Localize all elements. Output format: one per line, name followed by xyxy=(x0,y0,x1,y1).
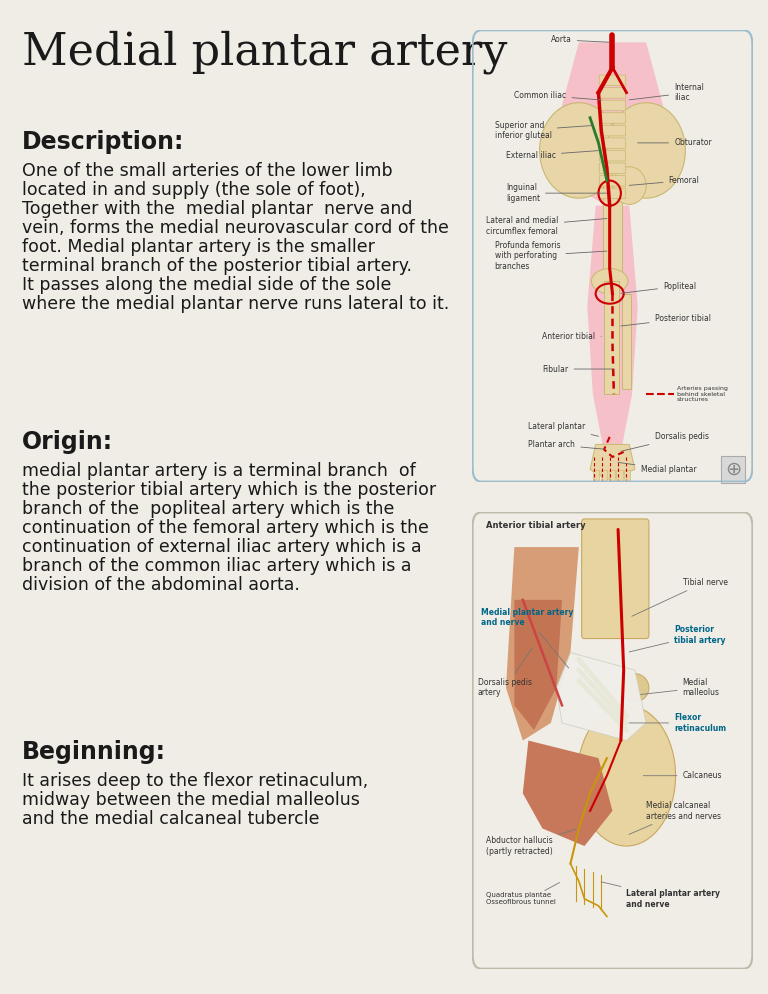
Polygon shape xyxy=(523,741,613,846)
Ellipse shape xyxy=(578,706,676,846)
Text: Superior and
inferior gluteal: Superior and inferior gluteal xyxy=(495,120,593,140)
Text: branch of the common iliac artery which is a: branch of the common iliac artery which … xyxy=(22,557,412,575)
Text: Flexor
retinaculum: Flexor retinaculum xyxy=(629,714,727,733)
Ellipse shape xyxy=(591,268,628,293)
Polygon shape xyxy=(506,547,579,741)
Ellipse shape xyxy=(540,102,618,198)
Text: Calcaneus: Calcaneus xyxy=(644,771,722,780)
Text: Medial plantar: Medial plantar xyxy=(618,462,696,474)
Text: Quadratus plantae
Osseofibrous tunnel: Quadratus plantae Osseofibrous tunnel xyxy=(486,893,556,906)
Text: External iliac: External iliac xyxy=(506,151,598,160)
Text: vein, forms the medial neurovascular cord of the: vein, forms the medial neurovascular cor… xyxy=(22,219,449,237)
Text: continuation of external iliac artery which is a: continuation of external iliac artery wh… xyxy=(22,538,422,556)
Text: located in and supply (the sole of foot),: located in and supply (the sole of foot)… xyxy=(22,181,366,199)
Text: Dorsalis pedis: Dorsalis pedis xyxy=(621,432,709,451)
Text: Arteries passing
behind skeletal
structures: Arteries passing behind skeletal structu… xyxy=(677,386,728,403)
Text: It passes along the medial side of the sole: It passes along the medial side of the s… xyxy=(22,276,392,294)
Text: Medial plantar artery
and nerve: Medial plantar artery and nerve xyxy=(481,607,573,668)
Text: medial plantar artery is a terminal branch  of: medial plantar artery is a terminal bran… xyxy=(22,462,415,480)
Bar xyxy=(622,293,631,389)
Text: Together with the  medial plantar  nerve and: Together with the medial plantar nerve a… xyxy=(22,200,412,218)
Text: Popliteal: Popliteal xyxy=(621,281,696,293)
Text: Posterior
tibial artery: Posterior tibial artery xyxy=(629,625,726,652)
Text: continuation of the femoral artery which is the: continuation of the femoral artery which… xyxy=(22,519,429,537)
Text: Abductor hallucis
(partly retracted): Abductor hallucis (partly retracted) xyxy=(486,829,576,856)
Ellipse shape xyxy=(612,167,646,205)
Text: division of the abdominal aorta.: division of the abdominal aorta. xyxy=(22,576,300,594)
Text: ⊕: ⊕ xyxy=(725,460,741,479)
FancyBboxPatch shape xyxy=(599,176,626,186)
Text: Lateral plantar artery
and nerve: Lateral plantar artery and nerve xyxy=(601,882,720,909)
Text: midway between the medial malleolus: midway between the medial malleolus xyxy=(22,791,360,809)
FancyBboxPatch shape xyxy=(599,163,626,174)
Text: and the medial calcaneal tubercle: and the medial calcaneal tubercle xyxy=(22,810,319,828)
Polygon shape xyxy=(556,653,646,741)
FancyBboxPatch shape xyxy=(599,87,626,98)
Text: the posterior tibial artery which is the posterior: the posterior tibial artery which is the… xyxy=(22,481,436,499)
Text: branch of the  popliteal artery which is the: branch of the popliteal artery which is … xyxy=(22,500,395,518)
Polygon shape xyxy=(588,206,637,474)
Bar xyxy=(608,469,614,482)
Text: One of the small arteries of the lower limb: One of the small arteries of the lower l… xyxy=(22,162,392,180)
FancyBboxPatch shape xyxy=(599,100,626,110)
Polygon shape xyxy=(562,43,663,206)
Text: where the medial plantar nerve runs lateral to it.: where the medial plantar nerve runs late… xyxy=(22,295,449,313)
Text: Lateral plantar: Lateral plantar xyxy=(528,422,598,436)
Bar xyxy=(617,469,623,482)
Ellipse shape xyxy=(621,674,649,702)
Text: Anterior tibial artery: Anterior tibial artery xyxy=(486,522,586,531)
Text: Fibular: Fibular xyxy=(542,365,613,374)
FancyBboxPatch shape xyxy=(581,519,649,638)
Text: foot. Medial plantar artery is the smaller: foot. Medial plantar artery is the small… xyxy=(22,238,375,256)
Text: Plantar arch: Plantar arch xyxy=(528,440,604,449)
Bar xyxy=(593,469,599,482)
Bar xyxy=(601,469,607,482)
Bar xyxy=(624,469,631,482)
Bar xyxy=(604,281,620,395)
Text: Aorta: Aorta xyxy=(551,36,610,45)
Text: Medial plantar artery: Medial plantar artery xyxy=(22,30,508,74)
Text: Origin:: Origin: xyxy=(22,430,113,454)
Text: Description:: Description: xyxy=(22,130,184,154)
Text: Obturator: Obturator xyxy=(637,138,712,147)
Text: Femoral: Femoral xyxy=(629,176,700,185)
Text: Medial calcaneal
arteries and nerves: Medial calcaneal arteries and nerves xyxy=(629,801,721,834)
FancyBboxPatch shape xyxy=(599,112,626,123)
Polygon shape xyxy=(515,599,562,730)
Text: Lateral and medial
circumflex femoral: Lateral and medial circumflex femoral xyxy=(486,216,607,236)
Text: Internal
iliac: Internal iliac xyxy=(629,83,704,102)
Ellipse shape xyxy=(607,102,685,198)
FancyBboxPatch shape xyxy=(599,188,626,199)
Text: It arises deep to the flexor retinaculum,: It arises deep to the flexor retinaculum… xyxy=(22,772,368,790)
Text: Anterior tibial: Anterior tibial xyxy=(542,332,601,341)
FancyBboxPatch shape xyxy=(599,125,626,136)
Text: Dorsalis pedis
artery: Dorsalis pedis artery xyxy=(478,648,532,698)
Text: Beginning:: Beginning: xyxy=(22,740,166,764)
Text: Common iliac: Common iliac xyxy=(515,90,601,100)
FancyBboxPatch shape xyxy=(599,150,626,161)
FancyBboxPatch shape xyxy=(599,138,626,148)
Text: Tibial nerve: Tibial nerve xyxy=(632,578,727,616)
Text: Posterior tibial: Posterior tibial xyxy=(621,314,710,326)
Polygon shape xyxy=(590,444,635,479)
Text: terminal branch of the posterior tibial artery.: terminal branch of the posterior tibial … xyxy=(22,257,412,275)
FancyBboxPatch shape xyxy=(599,75,626,85)
Bar xyxy=(603,176,622,281)
Text: Profunda femoris
with perforating
branches: Profunda femoris with perforating branch… xyxy=(495,242,607,270)
Text: Medial
malleolus: Medial malleolus xyxy=(641,678,720,698)
Text: Inguinal
ligament: Inguinal ligament xyxy=(506,184,607,203)
